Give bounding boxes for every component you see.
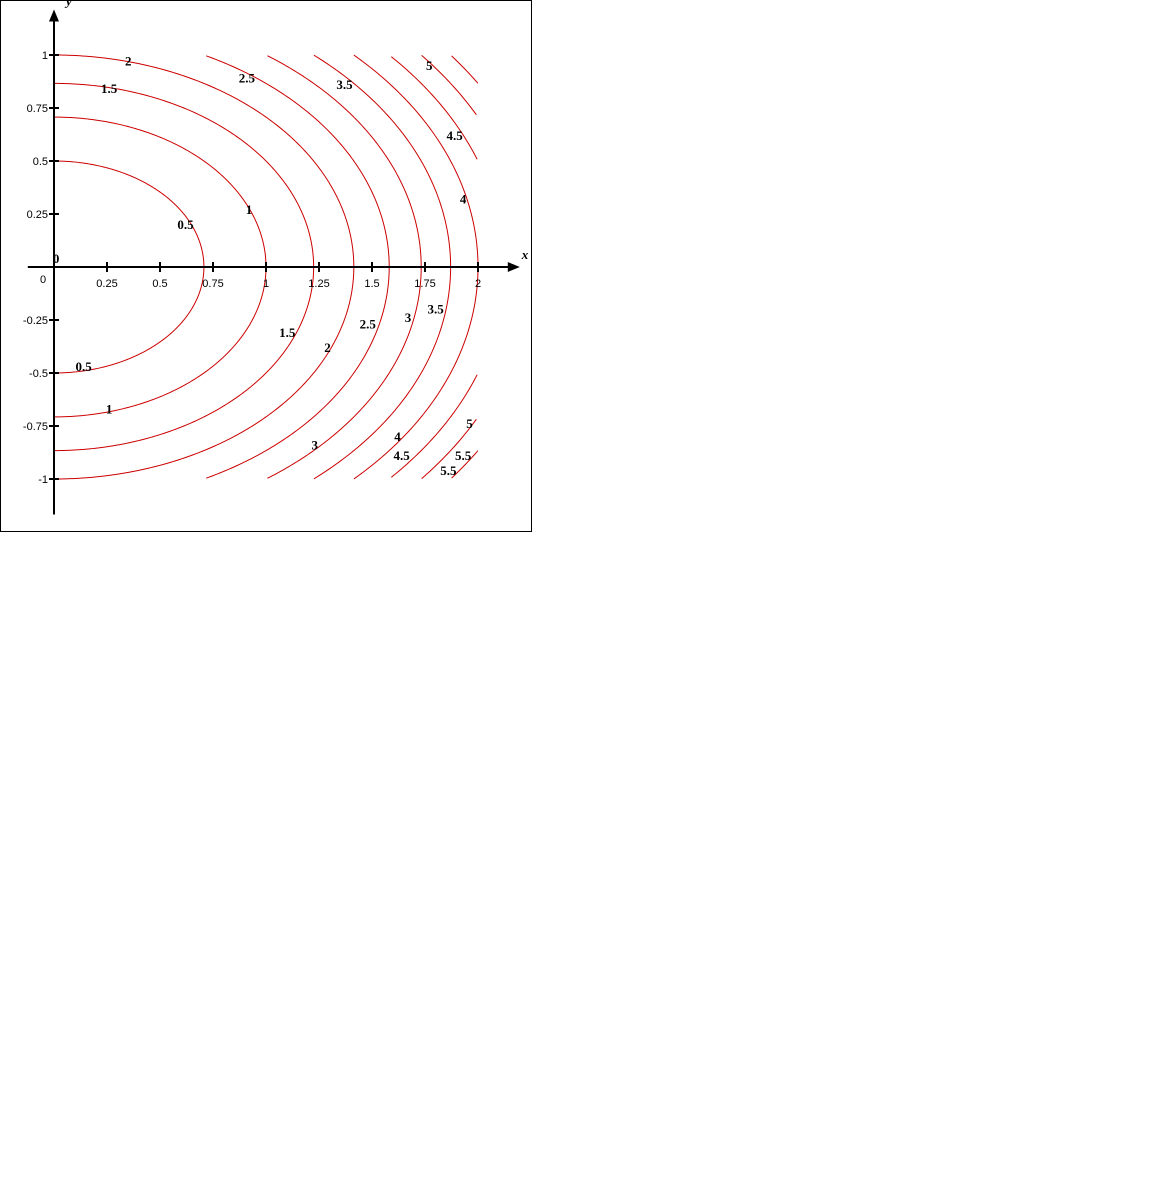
x-tick-label: 1.75 xyxy=(414,278,435,290)
contour-line xyxy=(391,56,478,160)
contour-label: 0 xyxy=(53,251,60,266)
contour-line xyxy=(451,55,479,84)
y-tick-label: -0.25 xyxy=(23,315,48,327)
contour-label: 1.5 xyxy=(279,325,296,340)
contour-label: 0.5 xyxy=(76,359,93,374)
contour-label: 0.5 xyxy=(177,217,194,232)
contour-label: 3 xyxy=(312,437,319,452)
contour-label: 2 xyxy=(125,54,132,69)
ticks-layer: 0.25 0.5 0.75 1 1.25 1.5 1.75 2 1 0.75 0.5 0.25 -0.2… xyxy=(23,50,481,486)
contour-label: 3.5 xyxy=(427,302,444,317)
contour-plot: xy0 0.25 0.5 0.75 1 1.25 1.5 1.75 210.750.50.25… xyxy=(23,1,529,515)
contour-label: 2.5 xyxy=(239,71,256,86)
origin-label: 0 xyxy=(40,274,46,286)
y-tick-label: 0.75 xyxy=(27,103,48,115)
contour-label: 4.5 xyxy=(447,128,464,143)
contour-label: 4 xyxy=(394,429,401,444)
contour-label: 4 xyxy=(460,191,467,206)
contour-label: 1.5 xyxy=(101,81,118,96)
contour-line xyxy=(451,450,479,479)
x-tick-label: 0.75 xyxy=(202,278,223,290)
contour-label: 1 xyxy=(246,202,253,217)
contour-label: 2.5 xyxy=(360,316,377,331)
contour-label: 2 xyxy=(324,340,331,355)
x-tick-label: 0.5 xyxy=(152,278,167,290)
contour-line xyxy=(391,374,478,478)
contour-label: 4.5 xyxy=(394,448,411,463)
y-tick-label: -0.75 xyxy=(23,421,48,433)
y-axis-arrow xyxy=(49,9,59,22)
x-tick-label: 2 xyxy=(475,278,481,290)
contour-line xyxy=(421,418,477,480)
contour-labels-layer: 0 0.5 0.5 1 1 1.5 1.5 2 2 2.5 2.5 3 3 3.5 3.5 4 4 4.5 4.5 5… xyxy=(53,54,473,478)
y-tick-label: -1 xyxy=(38,474,48,486)
y-tick-label: 0.5 xyxy=(33,156,48,168)
contour-label: 5.5 xyxy=(455,448,472,463)
x-tick-label: 1.25 xyxy=(308,278,329,290)
y-axis-label: y xyxy=(64,1,72,9)
y-tick-label: 0.25 xyxy=(27,209,48,221)
x-tick-label: 1 xyxy=(263,278,269,290)
x-tick-label: 0.25 xyxy=(96,278,117,290)
contour-label: 3.5 xyxy=(336,77,353,92)
contour-line xyxy=(421,54,477,116)
axes-layer: x y 0 xyxy=(27,1,529,515)
contour-label: 5.5 xyxy=(440,463,457,478)
x-tick-label: 1.5 xyxy=(364,278,379,290)
y-tick-label: 1 xyxy=(42,50,48,62)
contour-label: 5 xyxy=(426,58,433,73)
contour-label: 5 xyxy=(466,416,473,431)
y-tick-label: -0.5 xyxy=(29,368,48,380)
x-axis-arrow xyxy=(507,262,520,272)
contour-label: 3 xyxy=(405,310,412,325)
contour-label: 1 xyxy=(106,401,113,416)
x-axis-label: x xyxy=(521,247,529,262)
